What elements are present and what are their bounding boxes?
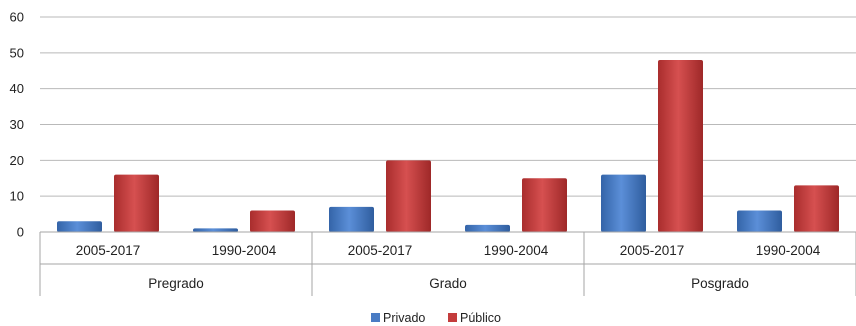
x-axis: 2005-2017 1990-2004 Pregrado 2005-2017 1990-… bbox=[39, 231, 856, 296]
legend-swatch-1 bbox=[448, 313, 457, 322]
legend: Privado Público bbox=[371, 311, 501, 325]
x-category-label: 1990-2004 bbox=[756, 243, 821, 258]
bar-publico-5 bbox=[794, 185, 839, 232]
y-tick-label: 10 bbox=[10, 189, 24, 204]
y-tick-label: 30 bbox=[10, 117, 24, 132]
x-group-label: Posgrado bbox=[691, 276, 749, 291]
y-tick-label: 60 bbox=[10, 10, 24, 25]
legend-label: Público bbox=[460, 311, 501, 325]
bar-privado-4 bbox=[601, 174, 646, 232]
bar-publico-0 bbox=[114, 174, 159, 232]
x-category-label: 1990-2004 bbox=[212, 243, 277, 258]
y-tick-label: 20 bbox=[10, 153, 24, 168]
bar-publico-4 bbox=[658, 60, 703, 232]
y-tick-label: 50 bbox=[10, 45, 24, 60]
bar-privado-2 bbox=[329, 206, 374, 232]
x-group-label: Pregrado bbox=[148, 276, 204, 291]
bar-publico-3 bbox=[522, 178, 567, 232]
y-tick-label: 40 bbox=[10, 81, 24, 96]
x-group-label: Grado bbox=[429, 276, 467, 291]
legend-swatch-0 bbox=[371, 313, 380, 322]
y-axis-ticks: 0 10 20 30 40 50 60 bbox=[10, 10, 24, 240]
bar-privado-0 bbox=[57, 221, 102, 232]
bar-privado-5 bbox=[737, 210, 782, 232]
x-category-label: 1990-2004 bbox=[484, 243, 549, 258]
x-category-label: 2005-2017 bbox=[348, 243, 413, 258]
bar-privado-1 bbox=[193, 228, 238, 232]
x-category-label: 2005-2017 bbox=[620, 243, 685, 258]
y-tick-label: 0 bbox=[17, 225, 24, 240]
bar-privado-3 bbox=[465, 224, 510, 232]
x-category-label: 2005-2017 bbox=[76, 243, 141, 258]
bars bbox=[57, 60, 839, 232]
gridlines bbox=[40, 16, 856, 197]
bar-publico-2 bbox=[386, 160, 431, 232]
legend-label: Privado bbox=[383, 311, 425, 325]
bar-publico-1 bbox=[250, 210, 295, 232]
